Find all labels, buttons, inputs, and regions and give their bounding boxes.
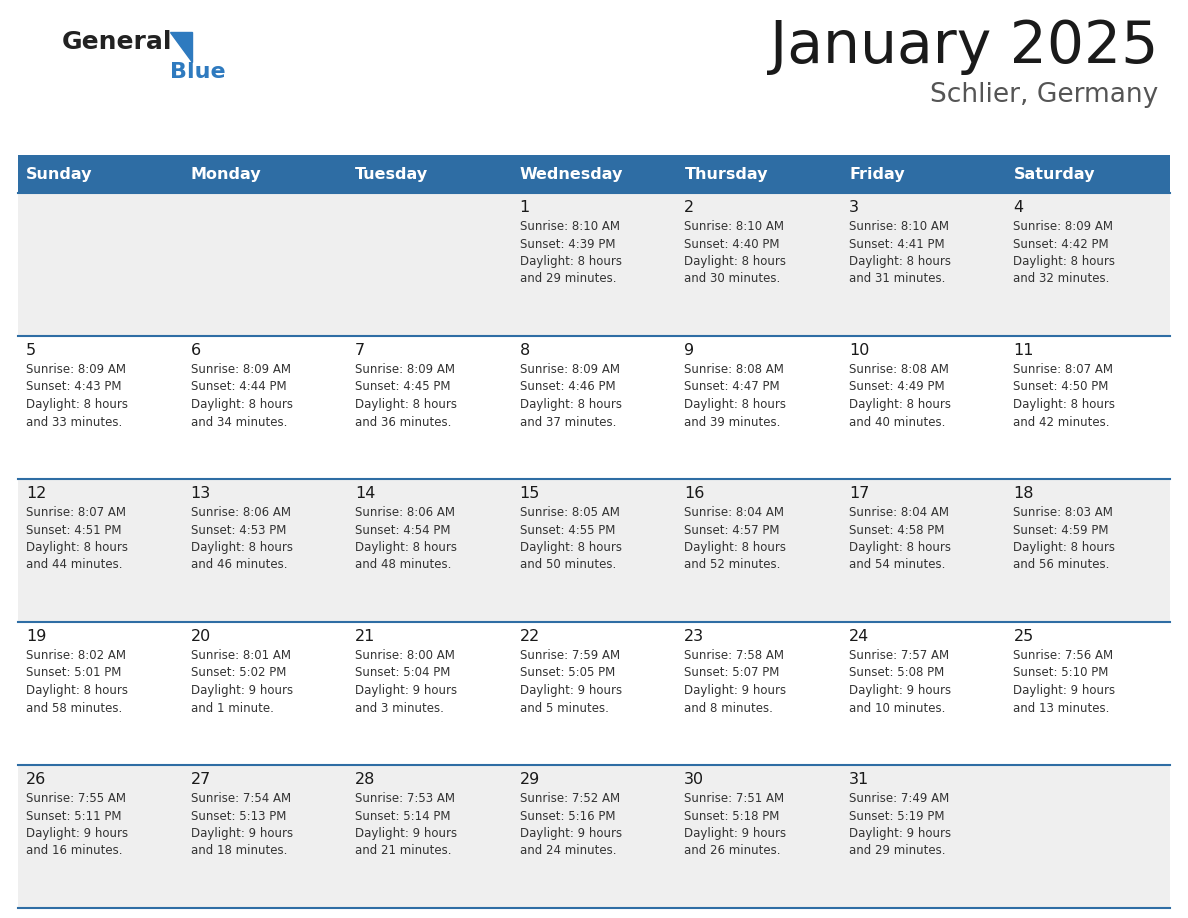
Text: Monday: Monday: [191, 166, 261, 182]
Text: Sunrise: 8:09 AM
Sunset: 4:42 PM
Daylight: 8 hours
and 32 minutes.: Sunrise: 8:09 AM Sunset: 4:42 PM Dayligh…: [1013, 220, 1116, 285]
Text: 27: 27: [190, 772, 210, 787]
Text: Blue: Blue: [170, 62, 226, 82]
Polygon shape: [170, 32, 192, 62]
Text: 16: 16: [684, 486, 704, 501]
Text: Sunrise: 7:54 AM
Sunset: 5:13 PM
Daylight: 9 hours
and 18 minutes.: Sunrise: 7:54 AM Sunset: 5:13 PM Dayligh…: [190, 792, 292, 857]
Text: Sunrise: 8:00 AM
Sunset: 5:04 PM
Daylight: 9 hours
and 3 minutes.: Sunrise: 8:00 AM Sunset: 5:04 PM Dayligh…: [355, 649, 457, 714]
Text: Sunrise: 8:10 AM
Sunset: 4:39 PM
Daylight: 8 hours
and 29 minutes.: Sunrise: 8:10 AM Sunset: 4:39 PM Dayligh…: [519, 220, 621, 285]
Text: 24: 24: [849, 629, 870, 644]
Text: Friday: Friday: [849, 166, 905, 182]
Text: 9: 9: [684, 343, 695, 358]
Text: 7: 7: [355, 343, 365, 358]
Text: 26: 26: [26, 772, 46, 787]
Text: 31: 31: [849, 772, 870, 787]
Text: General: General: [62, 30, 172, 54]
Text: 22: 22: [519, 629, 541, 644]
Text: Sunrise: 8:09 AM
Sunset: 4:46 PM
Daylight: 8 hours
and 37 minutes.: Sunrise: 8:09 AM Sunset: 4:46 PM Dayligh…: [519, 363, 621, 429]
Text: Tuesday: Tuesday: [355, 166, 429, 182]
Text: 6: 6: [190, 343, 201, 358]
Bar: [183, 155, 347, 193]
Text: 19: 19: [26, 629, 46, 644]
Text: January 2025: January 2025: [770, 18, 1158, 75]
Text: Sunrise: 8:09 AM
Sunset: 4:44 PM
Daylight: 8 hours
and 34 minutes.: Sunrise: 8:09 AM Sunset: 4:44 PM Dayligh…: [190, 363, 292, 429]
Text: 11: 11: [1013, 343, 1034, 358]
Text: Schlier, Germany: Schlier, Germany: [930, 82, 1158, 108]
Text: 21: 21: [355, 629, 375, 644]
Text: 2: 2: [684, 200, 695, 215]
Bar: [18, 193, 1170, 336]
Text: 17: 17: [849, 486, 870, 501]
Text: 13: 13: [190, 486, 210, 501]
Text: Sunrise: 8:06 AM
Sunset: 4:53 PM
Daylight: 8 hours
and 46 minutes.: Sunrise: 8:06 AM Sunset: 4:53 PM Dayligh…: [190, 506, 292, 572]
Text: Sunrise: 8:02 AM
Sunset: 5:01 PM
Daylight: 8 hours
and 58 minutes.: Sunrise: 8:02 AM Sunset: 5:01 PM Dayligh…: [26, 649, 128, 714]
Text: 15: 15: [519, 486, 541, 501]
Bar: [676, 155, 841, 193]
Text: Sunrise: 7:57 AM
Sunset: 5:08 PM
Daylight: 9 hours
and 10 minutes.: Sunrise: 7:57 AM Sunset: 5:08 PM Dayligh…: [849, 649, 950, 714]
Text: 3: 3: [849, 200, 859, 215]
Text: 28: 28: [355, 772, 375, 787]
Bar: [18, 765, 1170, 908]
Text: 10: 10: [849, 343, 870, 358]
Text: Saturday: Saturday: [1013, 166, 1095, 182]
Text: Sunrise: 8:09 AM
Sunset: 4:45 PM
Daylight: 8 hours
and 36 minutes.: Sunrise: 8:09 AM Sunset: 4:45 PM Dayligh…: [355, 363, 457, 429]
Text: Sunrise: 8:09 AM
Sunset: 4:43 PM
Daylight: 8 hours
and 33 minutes.: Sunrise: 8:09 AM Sunset: 4:43 PM Dayligh…: [26, 363, 128, 429]
Text: Sunrise: 7:56 AM
Sunset: 5:10 PM
Daylight: 9 hours
and 13 minutes.: Sunrise: 7:56 AM Sunset: 5:10 PM Dayligh…: [1013, 649, 1116, 714]
Text: Sunrise: 8:07 AM
Sunset: 4:50 PM
Daylight: 8 hours
and 42 minutes.: Sunrise: 8:07 AM Sunset: 4:50 PM Dayligh…: [1013, 363, 1116, 429]
Text: 18: 18: [1013, 486, 1034, 501]
Text: Sunrise: 7:58 AM
Sunset: 5:07 PM
Daylight: 9 hours
and 8 minutes.: Sunrise: 7:58 AM Sunset: 5:07 PM Dayligh…: [684, 649, 786, 714]
Bar: [18, 479, 1170, 622]
Text: Sunrise: 7:51 AM
Sunset: 5:18 PM
Daylight: 9 hours
and 26 minutes.: Sunrise: 7:51 AM Sunset: 5:18 PM Dayligh…: [684, 792, 786, 857]
Text: 23: 23: [684, 629, 704, 644]
Text: 30: 30: [684, 772, 704, 787]
Text: 20: 20: [190, 629, 210, 644]
Text: Sunrise: 8:06 AM
Sunset: 4:54 PM
Daylight: 8 hours
and 48 minutes.: Sunrise: 8:06 AM Sunset: 4:54 PM Dayligh…: [355, 506, 457, 572]
Text: Sunrise: 7:53 AM
Sunset: 5:14 PM
Daylight: 9 hours
and 21 minutes.: Sunrise: 7:53 AM Sunset: 5:14 PM Dayligh…: [355, 792, 457, 857]
Text: Wednesday: Wednesday: [520, 166, 624, 182]
Text: Sunday: Sunday: [26, 166, 93, 182]
Text: Sunrise: 8:08 AM
Sunset: 4:47 PM
Daylight: 8 hours
and 39 minutes.: Sunrise: 8:08 AM Sunset: 4:47 PM Dayligh…: [684, 363, 786, 429]
Text: 12: 12: [26, 486, 46, 501]
Text: 5: 5: [26, 343, 36, 358]
Bar: [841, 155, 1005, 193]
Text: 8: 8: [519, 343, 530, 358]
Text: Sunrise: 8:10 AM
Sunset: 4:41 PM
Daylight: 8 hours
and 31 minutes.: Sunrise: 8:10 AM Sunset: 4:41 PM Dayligh…: [849, 220, 950, 285]
Text: Thursday: Thursday: [684, 166, 767, 182]
Text: Sunrise: 8:01 AM
Sunset: 5:02 PM
Daylight: 9 hours
and 1 minute.: Sunrise: 8:01 AM Sunset: 5:02 PM Dayligh…: [190, 649, 292, 714]
Text: Sunrise: 8:07 AM
Sunset: 4:51 PM
Daylight: 8 hours
and 44 minutes.: Sunrise: 8:07 AM Sunset: 4:51 PM Dayligh…: [26, 506, 128, 572]
Text: 14: 14: [355, 486, 375, 501]
Bar: [1005, 155, 1170, 193]
Bar: [512, 155, 676, 193]
Text: Sunrise: 8:03 AM
Sunset: 4:59 PM
Daylight: 8 hours
and 56 minutes.: Sunrise: 8:03 AM Sunset: 4:59 PM Dayligh…: [1013, 506, 1116, 572]
Text: Sunrise: 8:04 AM
Sunset: 4:57 PM
Daylight: 8 hours
and 52 minutes.: Sunrise: 8:04 AM Sunset: 4:57 PM Dayligh…: [684, 506, 786, 572]
Text: Sunrise: 7:49 AM
Sunset: 5:19 PM
Daylight: 9 hours
and 29 minutes.: Sunrise: 7:49 AM Sunset: 5:19 PM Dayligh…: [849, 792, 950, 857]
Text: Sunrise: 7:55 AM
Sunset: 5:11 PM
Daylight: 9 hours
and 16 minutes.: Sunrise: 7:55 AM Sunset: 5:11 PM Dayligh…: [26, 792, 128, 857]
Text: 25: 25: [1013, 629, 1034, 644]
Bar: [18, 155, 183, 193]
Bar: [18, 622, 1170, 765]
Text: Sunrise: 8:10 AM
Sunset: 4:40 PM
Daylight: 8 hours
and 30 minutes.: Sunrise: 8:10 AM Sunset: 4:40 PM Dayligh…: [684, 220, 786, 285]
Text: Sunrise: 8:08 AM
Sunset: 4:49 PM
Daylight: 8 hours
and 40 minutes.: Sunrise: 8:08 AM Sunset: 4:49 PM Dayligh…: [849, 363, 950, 429]
Text: Sunrise: 8:04 AM
Sunset: 4:58 PM
Daylight: 8 hours
and 54 minutes.: Sunrise: 8:04 AM Sunset: 4:58 PM Dayligh…: [849, 506, 950, 572]
Text: Sunrise: 7:59 AM
Sunset: 5:05 PM
Daylight: 9 hours
and 5 minutes.: Sunrise: 7:59 AM Sunset: 5:05 PM Dayligh…: [519, 649, 621, 714]
Text: 29: 29: [519, 772, 541, 787]
Text: 1: 1: [519, 200, 530, 215]
Text: 4: 4: [1013, 200, 1024, 215]
Text: Sunrise: 8:05 AM
Sunset: 4:55 PM
Daylight: 8 hours
and 50 minutes.: Sunrise: 8:05 AM Sunset: 4:55 PM Dayligh…: [519, 506, 621, 572]
Bar: [18, 336, 1170, 479]
Text: Sunrise: 7:52 AM
Sunset: 5:16 PM
Daylight: 9 hours
and 24 minutes.: Sunrise: 7:52 AM Sunset: 5:16 PM Dayligh…: [519, 792, 621, 857]
Bar: [347, 155, 512, 193]
